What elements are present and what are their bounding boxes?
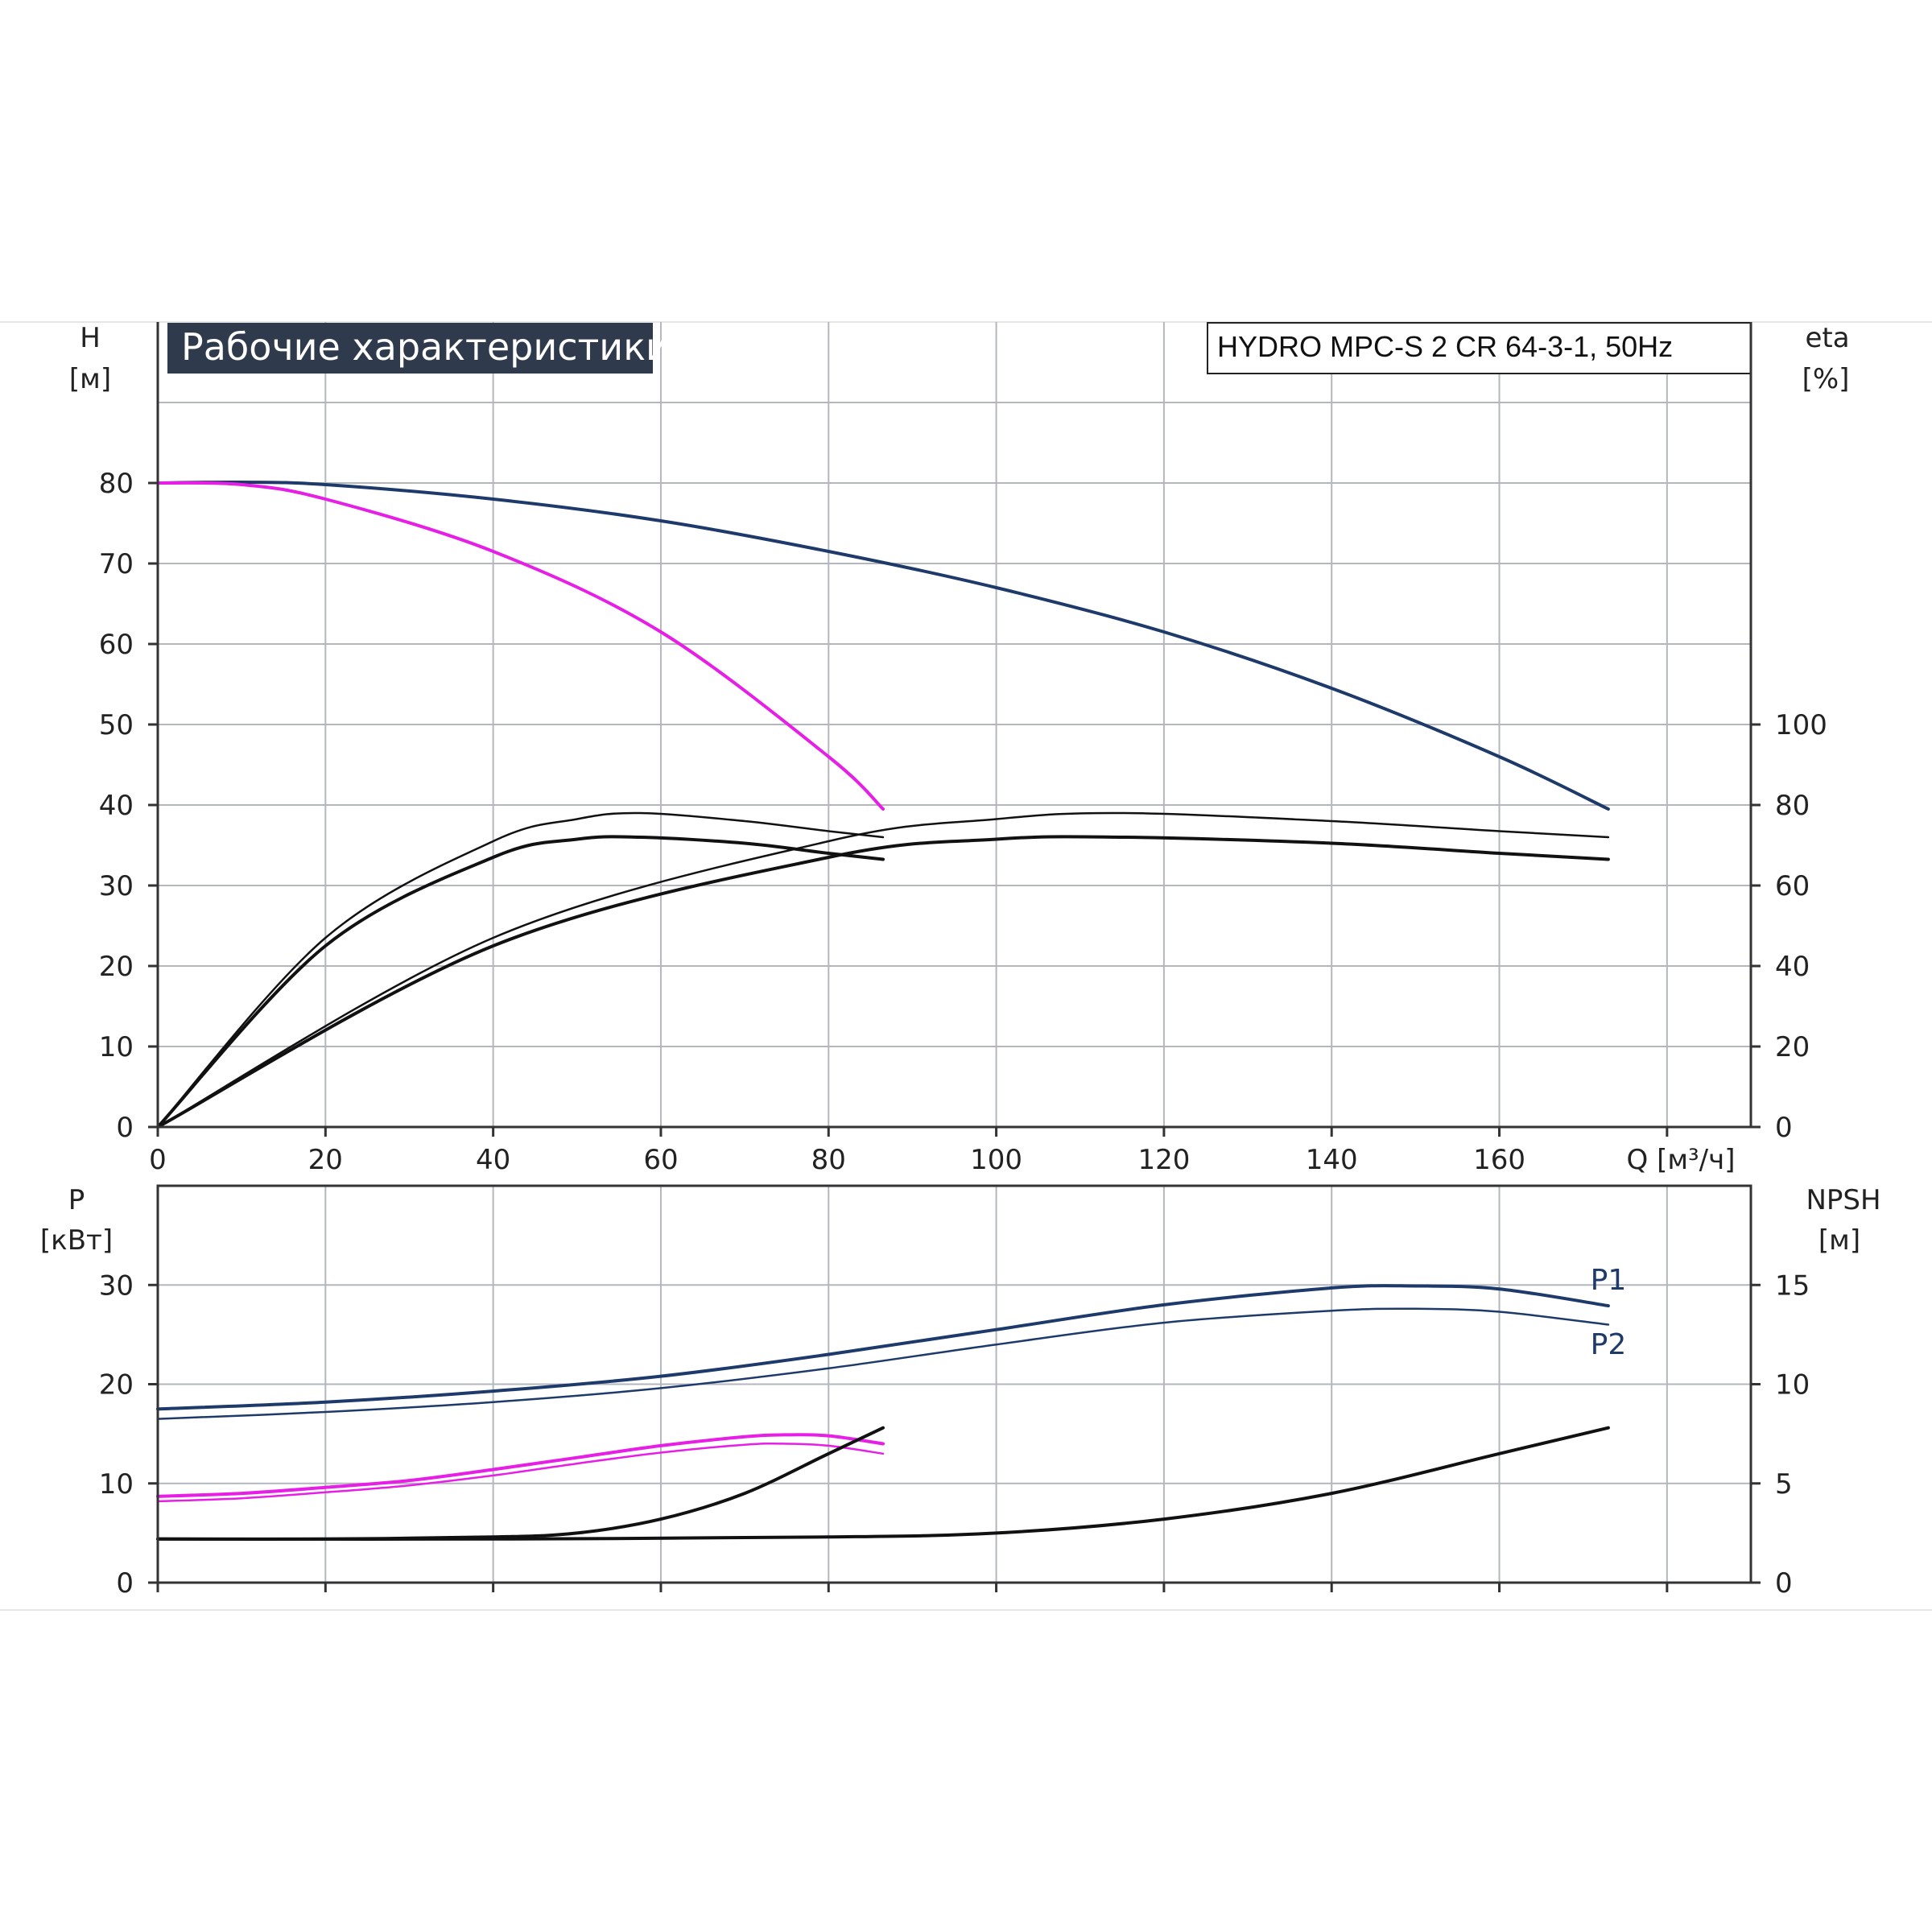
series-line-0-2	[156, 811, 885, 1129]
x-tick-label: 60	[643, 1144, 678, 1176]
y2-tick-label: 15	[1775, 1269, 1810, 1302]
series-line-0-1	[156, 481, 885, 811]
y2-tick-label: 0	[1775, 1112, 1793, 1144]
x-tick-label: 40	[476, 1144, 510, 1176]
p-axis-unit: [кВт]	[40, 1224, 113, 1257]
series-line-0-4	[156, 811, 1610, 1129]
series-line-1-5	[156, 1426, 1610, 1541]
top-ticks: 0 10 20 30 40 50 60 70 80 0 20 40 60 80 100 0 20 40 60 80 10…	[99, 468, 1827, 1176]
series-line-0-3	[156, 835, 885, 1129]
y-tick-label: 60	[99, 629, 134, 661]
bottom-curves	[156, 1284, 1610, 1541]
curve-label-p1: P1	[1591, 1264, 1627, 1297]
y-tick-label: 0	[116, 1112, 134, 1144]
chart-title: Рабочие характеристики	[181, 325, 670, 369]
power-npsh-panel: 0 10 20 30 0 5 10 15 P1 P2 P [кВт] NPSH [м]	[40, 1184, 1881, 1600]
h-axis-unit: [м]	[69, 363, 111, 395]
bottom-grid	[158, 1186, 1751, 1583]
x-tick-label: 160	[1473, 1144, 1525, 1176]
top-grid	[158, 322, 1751, 1127]
y-tick-label: 20	[99, 1369, 134, 1402]
model-label: HYDRO MPC-S 2 CR 64-3-1, 50Hz	[1217, 330, 1673, 363]
y-tick-label: 10	[99, 1031, 134, 1063]
y-tick-label: 70	[99, 548, 134, 580]
bottom-curve-labels: P1 P2	[1591, 1264, 1627, 1361]
series-line-1-2	[156, 1433, 885, 1498]
y-tick-label: 0	[116, 1567, 134, 1600]
bottom-ticks: 0 10 20 30 0 5 10 15	[99, 1269, 1810, 1600]
y-tick-label: 40	[99, 790, 134, 822]
x-tick-label: 20	[308, 1144, 343, 1176]
q-axis-label: Q [м³/ч]	[1627, 1144, 1736, 1176]
series-line-0-0	[156, 480, 1610, 811]
h-axis-label: H	[80, 322, 101, 354]
y-tick-label: 10	[99, 1468, 134, 1501]
head-efficiency-panel: 0 10 20 30 40 50 60 70 80 0 20 40 60 80 100 0 20 40 60 80 10…	[69, 322, 1850, 1176]
y-tick-label: 50	[99, 709, 134, 741]
model-box	[1207, 322, 1752, 374]
x-tick-label: 0	[149, 1144, 167, 1176]
series-line-1-0	[156, 1284, 1610, 1411]
npsh-axis-unit: [м]	[1818, 1224, 1860, 1257]
top-curves	[156, 480, 1610, 1129]
bottom-frame	[156, 1184, 1752, 1584]
series-line-1-3	[156, 1442, 885, 1503]
x-tick-label: 140	[1306, 1144, 1358, 1176]
y2-tick-label: 20	[1775, 1031, 1810, 1063]
p-axis-label: P	[68, 1184, 85, 1216]
y2-tick-label: 5	[1775, 1468, 1793, 1501]
y2-tick-label: 10	[1775, 1369, 1810, 1402]
x-tick-label: 100	[970, 1144, 1022, 1176]
y2-tick-label: 40	[1775, 951, 1810, 983]
curve-label-p2: P2	[1591, 1328, 1627, 1361]
series-line-1-1	[156, 1307, 1610, 1420]
y2-tick-label: 0	[1775, 1567, 1793, 1600]
y-tick-label: 80	[99, 468, 134, 500]
y2-tick-label: 80	[1775, 790, 1810, 822]
y-tick-label: 20	[99, 951, 134, 983]
y2-tick-label: 60	[1775, 870, 1810, 902]
series-line-0-5	[156, 835, 1610, 1129]
eta-axis-unit: [%]	[1802, 363, 1850, 395]
x-tick-label: 120	[1137, 1144, 1190, 1176]
eta-axis-label: eta	[1805, 322, 1849, 354]
x-tick-label: 80	[811, 1144, 846, 1176]
y2-tick-label: 100	[1775, 709, 1827, 741]
npsh-axis-label: NPSH	[1806, 1184, 1880, 1216]
y-tick-label: 30	[99, 870, 134, 902]
y-tick-label: 30	[99, 1269, 134, 1302]
chart-title-box	[167, 323, 653, 374]
